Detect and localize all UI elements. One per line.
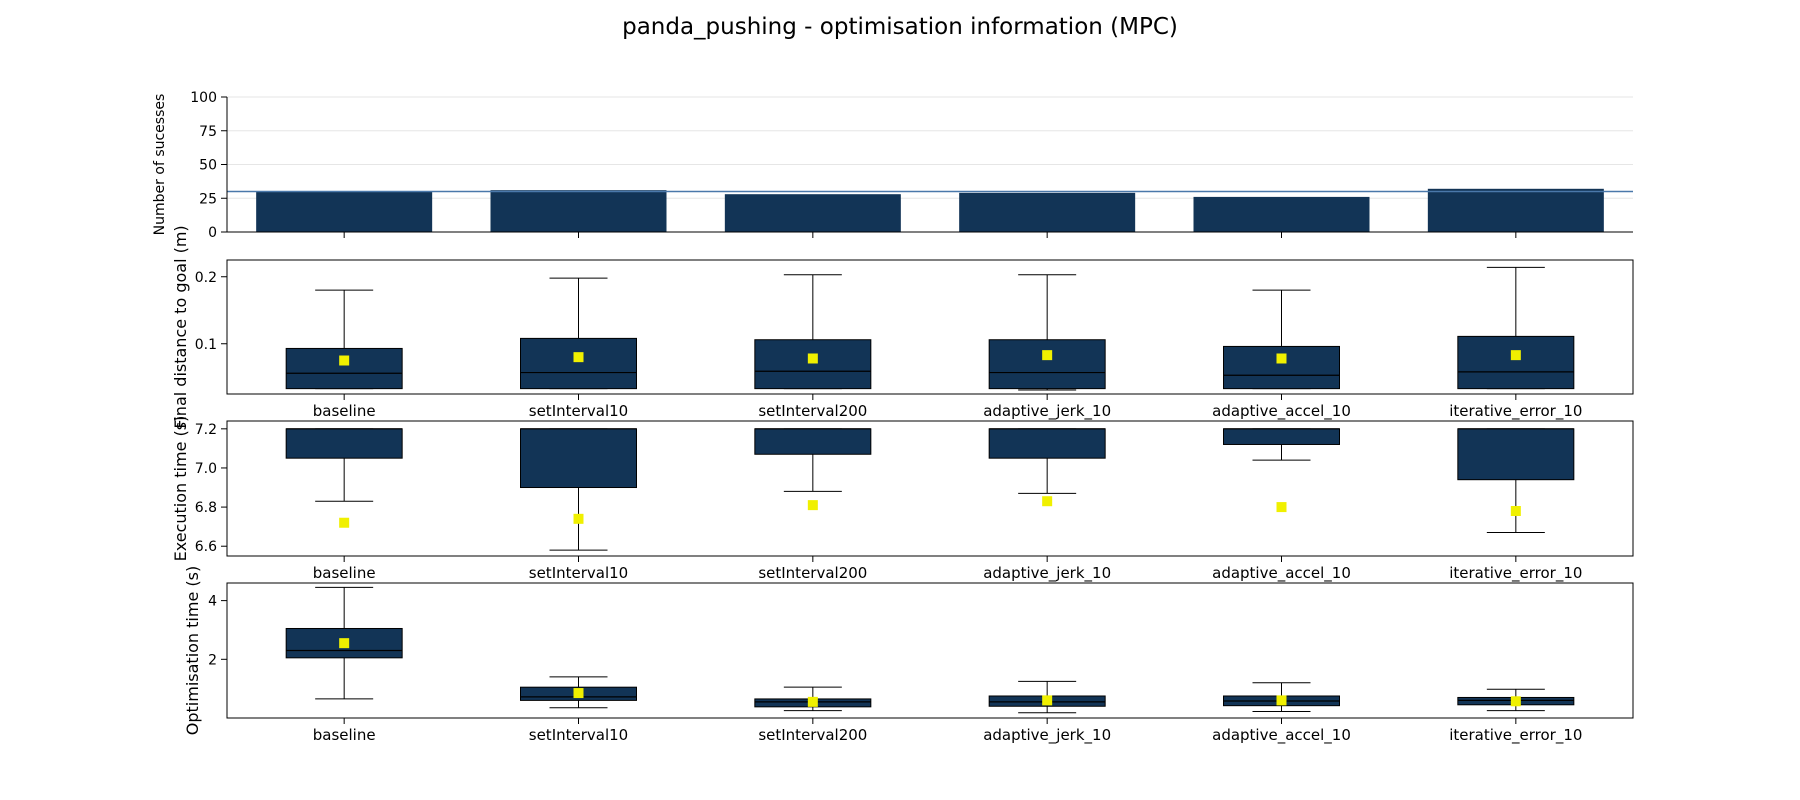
panels: Number of sucesses 0 25 50 75 100 Final distan… xyxy=(152,90,1634,745)
iqr-box xyxy=(988,339,1106,390)
x-tick-label: baseline xyxy=(313,726,376,744)
y-tick-label: 7.2 xyxy=(195,422,217,438)
y-tick-label: 100 xyxy=(190,90,217,106)
iqr-box xyxy=(754,339,872,390)
bar-setInterval200 xyxy=(724,194,901,232)
mean-marker xyxy=(573,513,584,524)
iqr-box xyxy=(1223,428,1340,445)
y-axis-label: Optimisation time (s) xyxy=(183,566,202,735)
x-tick-label: adaptive_jerk_10 xyxy=(983,726,1111,745)
x-tick-label: setInterval10 xyxy=(529,402,628,420)
y-axis-label: Number of sucesses xyxy=(152,94,168,236)
y-axis-label: Execution time (s) xyxy=(171,416,190,562)
mean-marker xyxy=(573,688,584,699)
mean-marker xyxy=(1276,695,1287,706)
box-adaptive_jerk_10 xyxy=(988,428,1106,507)
y-tick-label: 6.8 xyxy=(195,500,217,516)
mean-marker xyxy=(807,500,818,511)
axes-frame xyxy=(226,582,1634,719)
mean-marker xyxy=(339,638,350,649)
box-baseline xyxy=(285,586,403,700)
box-adaptive_jerk_10 xyxy=(988,680,1106,714)
box-adaptive_accel_10 xyxy=(1223,289,1340,390)
y-tick-label: 75 xyxy=(199,124,217,140)
bar-adaptive_accel_10 xyxy=(1193,196,1370,232)
bar-adaptive_jerk_10 xyxy=(959,192,1136,232)
x-tick-label: setInterval200 xyxy=(758,402,867,420)
y-axis-label: Final distance to goal (m) xyxy=(171,225,190,428)
x-tick-label: baseline xyxy=(313,402,376,420)
x-tick-label: setInterval200 xyxy=(758,564,867,582)
box-setInterval10 xyxy=(520,428,637,551)
mean-marker xyxy=(1042,496,1053,507)
mean-marker xyxy=(339,517,350,528)
box-setInterval10 xyxy=(520,676,637,709)
x-tick-label: setInterval200 xyxy=(758,726,867,744)
box-baseline xyxy=(285,289,403,390)
mean-marker xyxy=(1276,502,1287,513)
y-tick-label: 2 xyxy=(208,652,217,668)
iqr-box xyxy=(285,428,403,459)
box-adaptive_jerk_10 xyxy=(988,274,1106,391)
box-iterative_error_10 xyxy=(1457,688,1575,712)
mean-marker xyxy=(1510,506,1521,516)
y-tick-label: 4 xyxy=(208,594,217,610)
mean-marker xyxy=(1510,350,1521,361)
x-tick-label: iterative_error_10 xyxy=(1449,726,1582,745)
panel-4: Optimisation time (s) 2 4 baseline setInterv… xyxy=(183,566,1634,745)
box-setInterval200 xyxy=(754,428,872,511)
iqr-box xyxy=(988,428,1106,459)
x-tick-label: iterative_error_10 xyxy=(1449,402,1582,421)
y-tick-label: 50 xyxy=(199,158,217,174)
x-tick-label: adaptive_accel_10 xyxy=(1212,564,1351,583)
box-iterative_error_10 xyxy=(1457,266,1575,390)
figure-title: panda_pushing - optimisation information… xyxy=(622,14,1178,40)
iqr-box xyxy=(1457,428,1575,481)
mean-marker xyxy=(1042,350,1053,361)
mean-marker xyxy=(1510,696,1521,707)
x-tick-label: setInterval10 xyxy=(529,564,628,582)
axes-frame xyxy=(226,259,1634,395)
axes-frame xyxy=(226,420,1634,557)
box-adaptive_accel_10 xyxy=(1223,682,1340,713)
x-tick-label: adaptive_accel_10 xyxy=(1212,402,1351,421)
bar-iterative_error_10 xyxy=(1427,188,1604,232)
iqr-box xyxy=(1457,335,1575,390)
y-tick-label: 6.6 xyxy=(195,539,217,555)
iqr-box xyxy=(520,337,637,390)
y-tick-label: 0 xyxy=(208,225,217,241)
mean-marker xyxy=(339,355,350,366)
x-tick-label: baseline xyxy=(313,564,376,582)
box-setInterval200 xyxy=(754,686,872,712)
bar-baseline xyxy=(256,191,433,232)
y-tick-label: 0.2 xyxy=(195,270,217,286)
panel-1: Number of sucesses 0 25 50 75 100 xyxy=(152,90,1633,241)
y-tick-label: 7.0 xyxy=(195,461,217,477)
box-setInterval200 xyxy=(754,274,872,390)
iqr-box xyxy=(285,347,403,390)
x-tick-label: iterative_error_10 xyxy=(1449,564,1582,583)
mean-marker xyxy=(1276,353,1287,364)
box-baseline xyxy=(285,428,403,528)
mean-marker xyxy=(807,696,818,707)
panel-2: Final distance to goal (m) 0.1 0.2 baseline… xyxy=(171,225,1634,429)
iqr-box xyxy=(1223,345,1340,390)
mean-marker xyxy=(1042,695,1053,706)
x-tick-label: adaptive_jerk_10 xyxy=(983,564,1111,583)
iqr-box xyxy=(520,428,637,489)
y-tick-label: 0.1 xyxy=(195,337,217,353)
x-tick-label: adaptive_accel_10 xyxy=(1212,726,1351,745)
x-tick-label: setInterval10 xyxy=(529,726,628,744)
box-adaptive_accel_10 xyxy=(1223,428,1340,513)
panel-3: Execution time (s) 6.6 6.8 7.0 7.2 baseline se… xyxy=(171,416,1634,583)
mean-marker xyxy=(807,353,818,364)
mean-marker xyxy=(573,352,584,363)
x-tick-label: adaptive_jerk_10 xyxy=(983,402,1111,421)
box-iterative_error_10 xyxy=(1457,428,1575,534)
box-setInterval10 xyxy=(520,277,637,390)
bar-setInterval10 xyxy=(490,190,667,232)
iqr-box xyxy=(754,428,872,455)
y-tick-label: 25 xyxy=(199,191,217,207)
